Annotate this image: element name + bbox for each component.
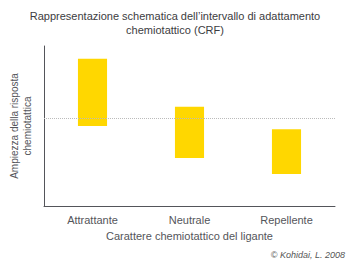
svg-text:Ampiezza della risposta: Ampiezza della risposta: [9, 73, 20, 179]
svg-text:Carattere chemiotattico del li: Carattere chemiotattico del ligante: [106, 230, 273, 242]
svg-text:Attrattante: Attrattante: [67, 214, 118, 226]
svg-text:Rappresentazione schematica de: Rappresentazione schematica dell’interva…: [30, 10, 320, 22]
svg-text:Repellente: Repellente: [260, 214, 313, 226]
svg-text:© Kohidai, L. 2008: © Kohidai, L. 2008: [271, 250, 345, 260]
svg-text:chemiotattica: chemiotattica: [22, 96, 33, 155]
svg-text:chemiotattico (CRF): chemiotattico (CRF): [126, 24, 224, 36]
svg-text:Neutrale: Neutrale: [169, 214, 211, 226]
